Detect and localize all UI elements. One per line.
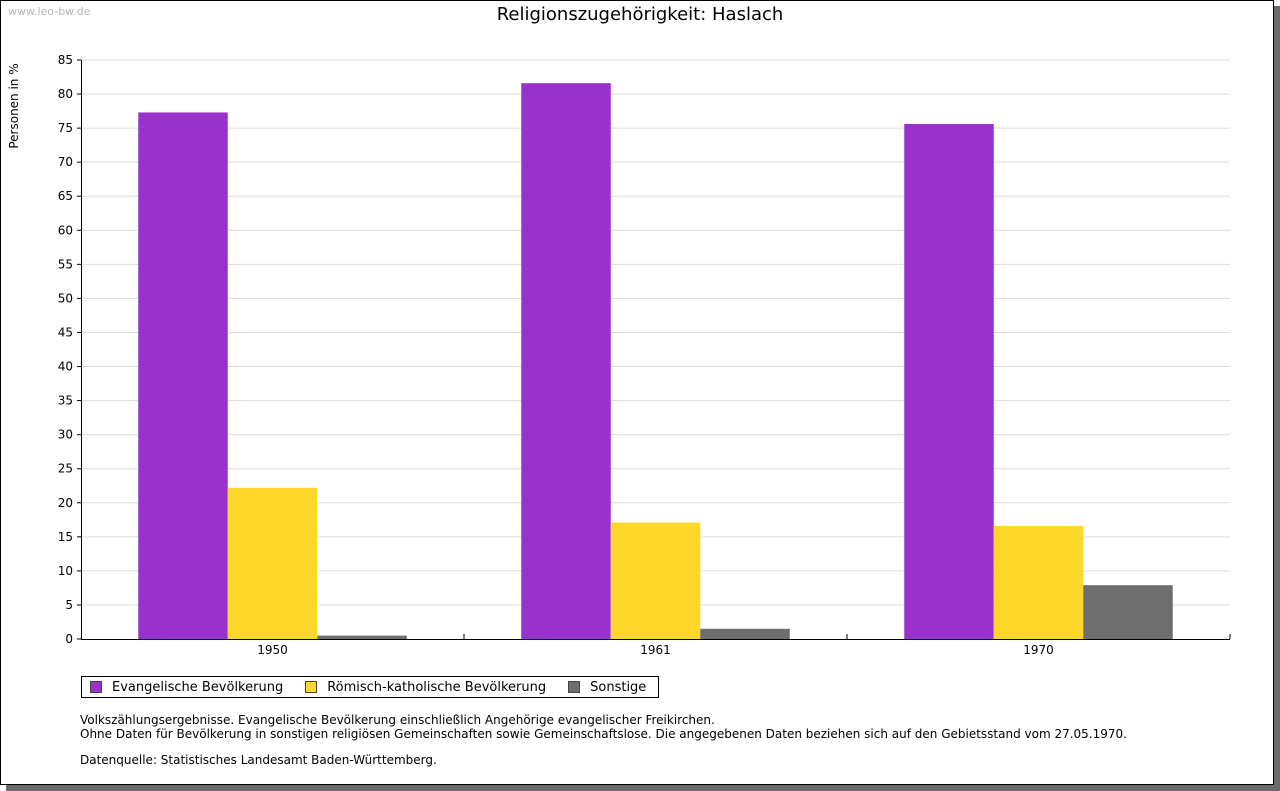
data-source: Datenquelle: Statistisches Landesamt Bad…	[80, 753, 437, 767]
frame-shadow-right	[1274, 6, 1280, 791]
y-tick-label: 0	[65, 632, 73, 646]
bar	[610, 522, 701, 639]
y-tick-label: 10	[58, 564, 73, 578]
legend-label-katholisch: Römisch-katholische Bevölkerung	[327, 679, 547, 695]
y-tick-label: 70	[58, 155, 73, 169]
chart-notes: Volkszählungsergebnisse. Evangelische Be…	[80, 713, 1127, 767]
bar-chart: 0 5 10 15 20 25 30 35 40 45 50 55 60 65 70 75 80 85 1950 19…	[58, 53, 1231, 657]
watermark: www.leo-bw.de	[8, 5, 91, 18]
axes: 0 5 10 15 20 25 30 35 40 45 50 55 60 65 70 75 80 85 1950 19…	[58, 53, 1231, 657]
bar	[521, 83, 611, 639]
bar	[904, 124, 994, 640]
bar	[700, 628, 790, 639]
y-tick-label: 50	[58, 291, 73, 305]
y-tick-label: 80	[58, 87, 73, 101]
y-tick-label: 40	[58, 360, 73, 374]
bar	[138, 112, 228, 640]
legend: Evangelische Bevölkerung Römisch-katholi…	[81, 676, 660, 698]
legend-item-evangelisch: Evangelische Bevölkerung	[90, 680, 283, 695]
legend-swatch-sonstige	[568, 681, 581, 693]
legend-item-katholisch: Römisch-katholische Bevölkerung	[305, 680, 546, 695]
bar	[317, 635, 407, 639]
y-tick-label: 55	[58, 257, 73, 271]
note-line-2: Ohne Daten für Bevölkerung in sonstigen …	[80, 727, 1127, 741]
y-tick-label: 15	[58, 530, 73, 544]
y-tick-label: 25	[58, 462, 73, 476]
frame-shadow-bottom	[6, 785, 1280, 791]
y-tick-label: 35	[58, 394, 73, 408]
y-tick-label: 20	[58, 496, 73, 510]
y-tick-label: 45	[58, 325, 73, 339]
chart-title: Religionszugehörigkeit: Haslach	[496, 4, 784, 25]
legend-swatch-katholisch	[305, 681, 318, 693]
bar	[993, 525, 1084, 639]
legend-label-sonstige: Sonstige	[590, 679, 647, 695]
note-line-1: Volkszählungsergebnisse. Evangelische Be…	[80, 713, 715, 727]
x-tick-label: 1970	[1023, 643, 1054, 657]
y-tick-label: 75	[58, 121, 73, 135]
y-tick-label: 85	[58, 53, 73, 67]
legend-item-sonstige: Sonstige	[568, 680, 646, 695]
y-tick-label: 5	[65, 598, 73, 612]
bars	[138, 83, 1173, 640]
legend-label-evangelisch: Evangelische Bevölkerung	[112, 679, 284, 695]
y-tick-label: 60	[58, 223, 73, 237]
y-tick-label: 30	[58, 428, 73, 442]
bar	[1083, 585, 1173, 639]
bar	[227, 487, 318, 639]
x-tick-label: 1961	[640, 643, 671, 657]
y-tick-label: 65	[58, 189, 73, 203]
legend-swatch-evangelisch	[90, 681, 102, 693]
x-tick-label: 1950	[257, 643, 288, 657]
